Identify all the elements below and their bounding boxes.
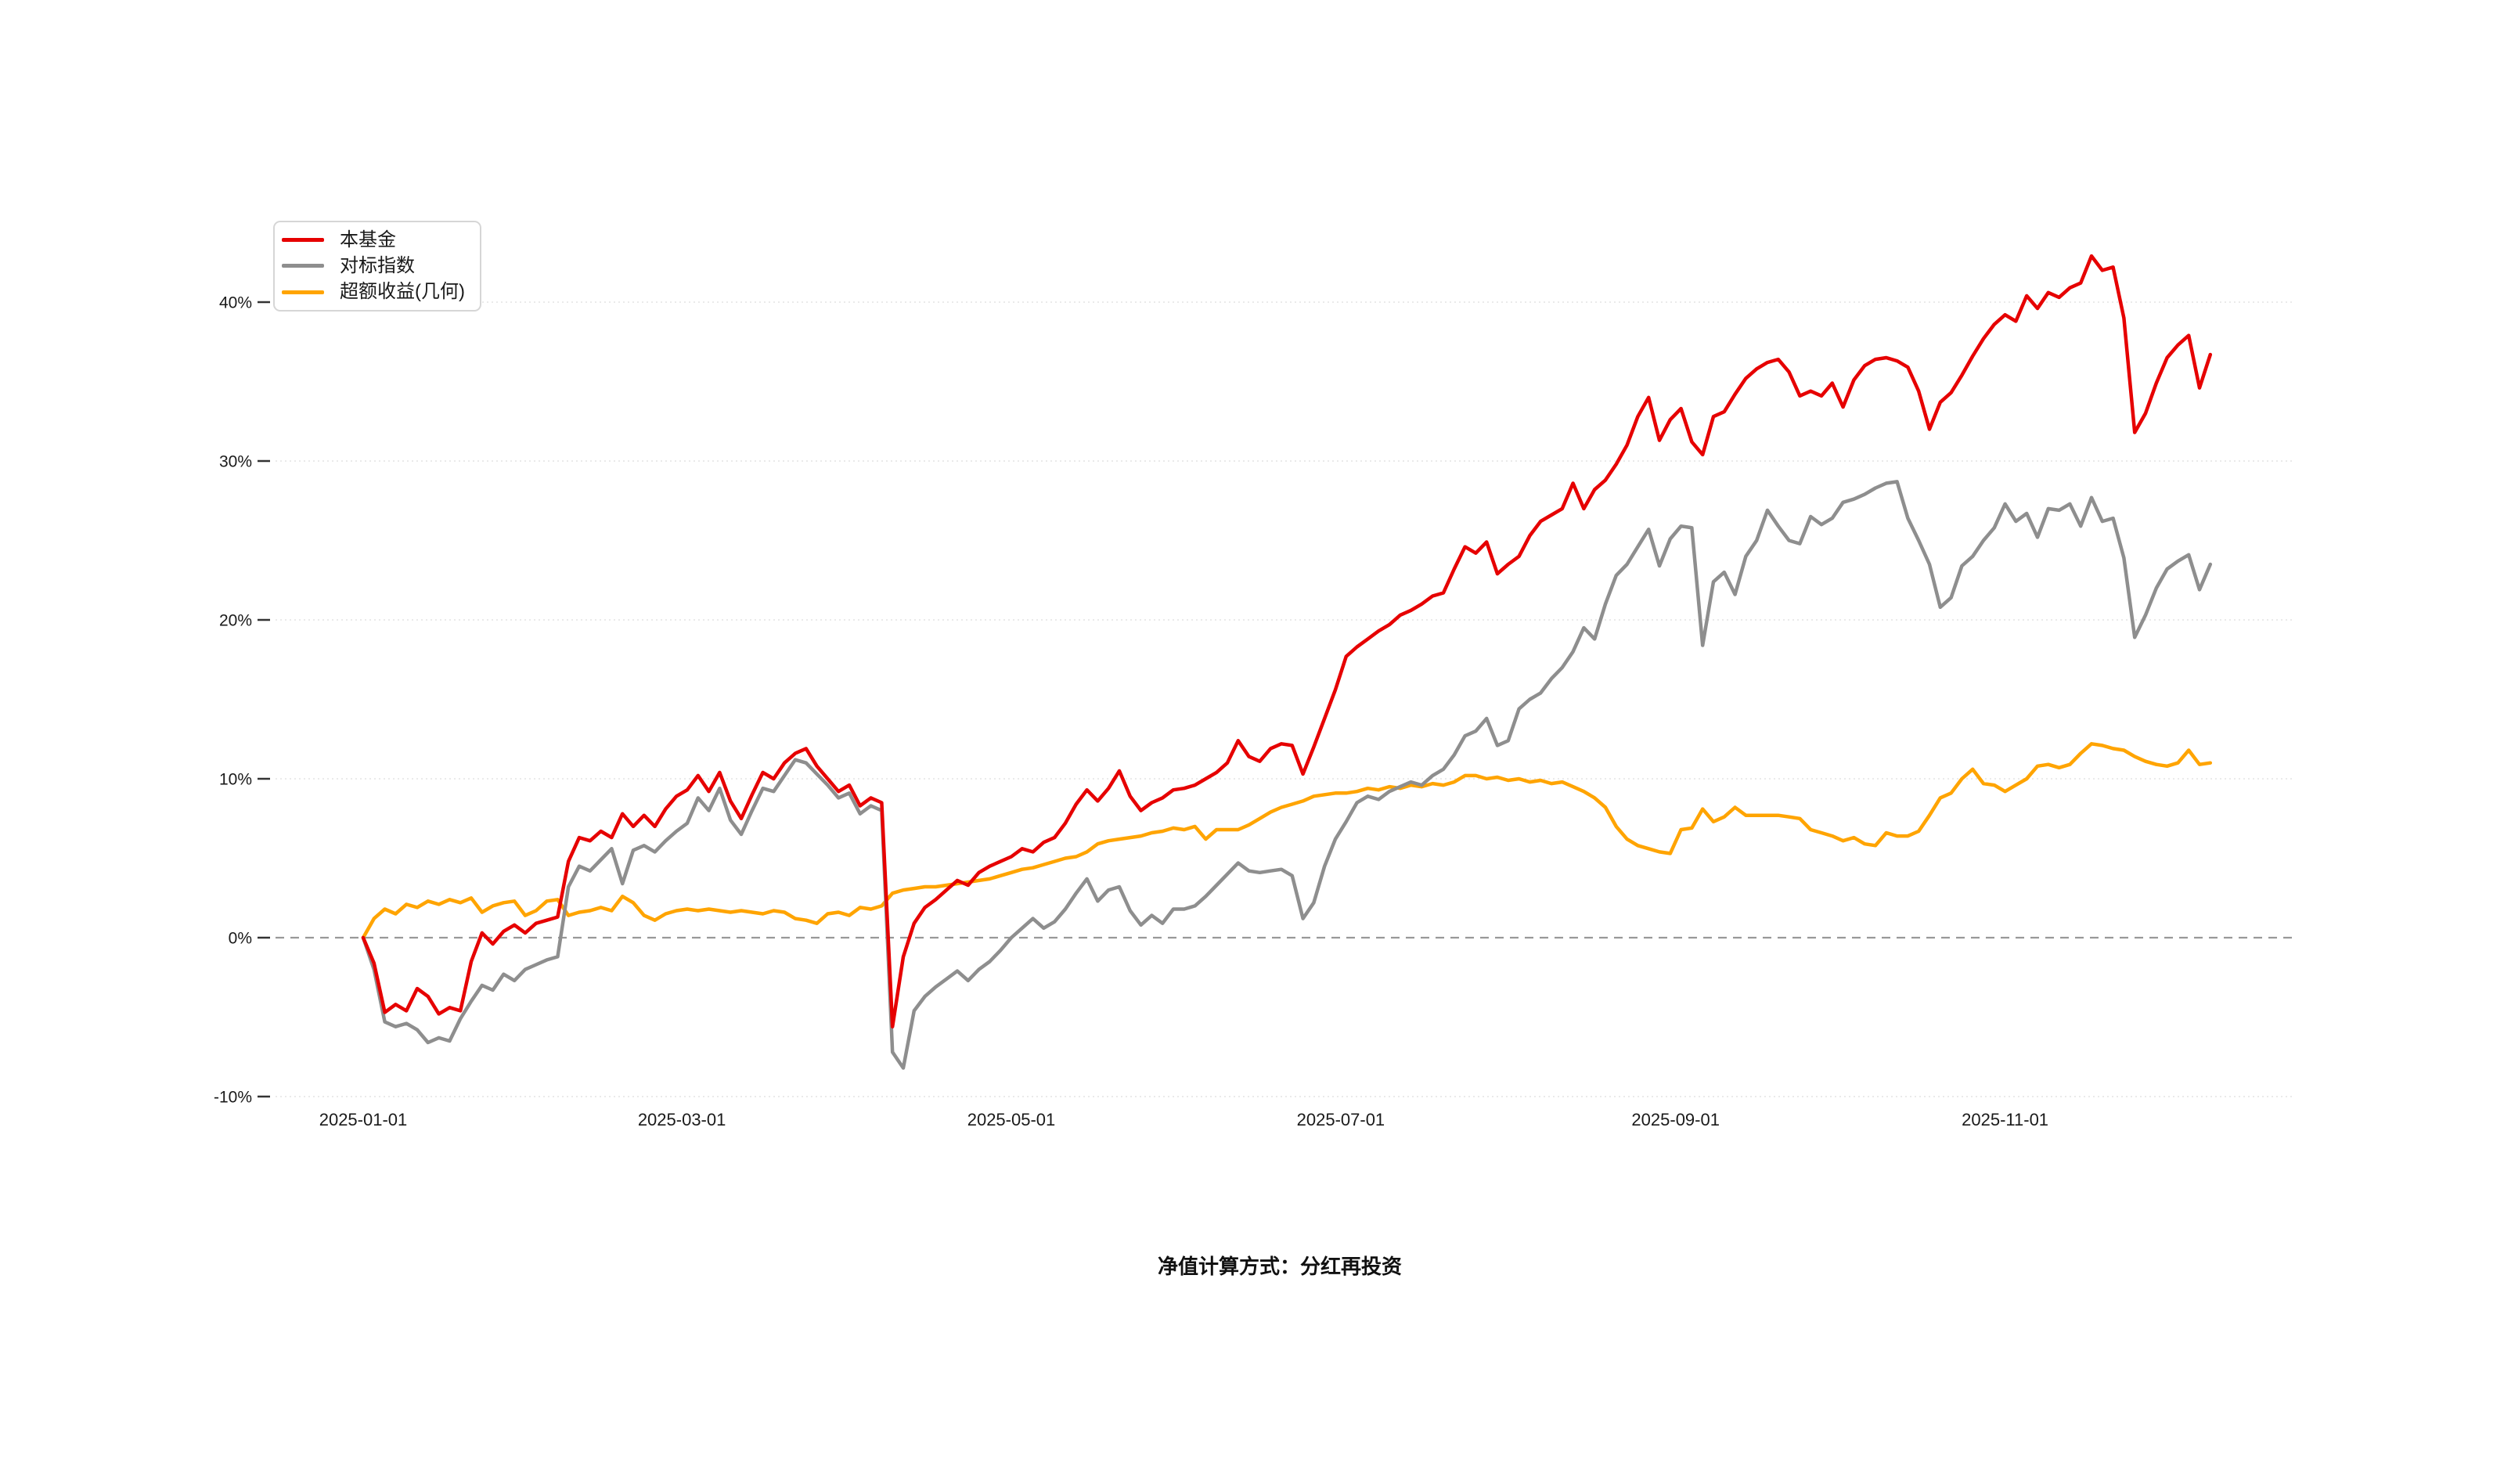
x-tick-label: 2025-05-01 <box>967 1110 1056 1129</box>
legend-label-excess-return-geometric: 超额收益(几何) <box>340 281 465 303</box>
series-line-excess-return-geometric[interactable] <box>361 742 2213 940</box>
y-tick-label: 40% <box>219 294 252 312</box>
nav-calculation-note: 净值计算方式：分红再投资 <box>1157 1255 1403 1278</box>
legend-item-fund[interactable]: 本基金 <box>275 229 480 250</box>
x-tick-label: 2025-07-01 <box>1297 1110 1385 1129</box>
series-line-fund[interactable] <box>361 254 2213 1028</box>
legend-label-fund: 本基金 <box>340 229 396 250</box>
x-tick-label: 2025-09-01 <box>1631 1110 1720 1129</box>
series-line-benchmark[interactable] <box>361 480 2213 1070</box>
y-tick-label: 20% <box>219 612 252 630</box>
x-tick-label: 2025-11-01 <box>1962 1110 2048 1129</box>
legend-swatch-fund <box>282 238 324 243</box>
legend-swatch-benchmark <box>282 264 324 268</box>
legend-item-benchmark[interactable]: 对标指数 <box>275 254 480 276</box>
y-tick-label: -10% <box>214 1089 252 1107</box>
legend-swatch-excess-return-geometric <box>282 290 324 294</box>
y-tick-label: 0% <box>229 930 252 948</box>
legend-item-excess-return-geometric[interactable]: 超额收益(几何) <box>275 283 480 301</box>
chart-legend: 本基金对标指数超额收益(几何) <box>273 221 481 312</box>
legend-label-benchmark: 对标指数 <box>340 254 415 276</box>
x-tick-label: 2025-01-01 <box>319 1110 408 1129</box>
x-tick-label: 2025-03-01 <box>638 1110 726 1129</box>
y-tick-label: 10% <box>219 771 252 789</box>
y-tick-label: 30% <box>219 453 252 471</box>
